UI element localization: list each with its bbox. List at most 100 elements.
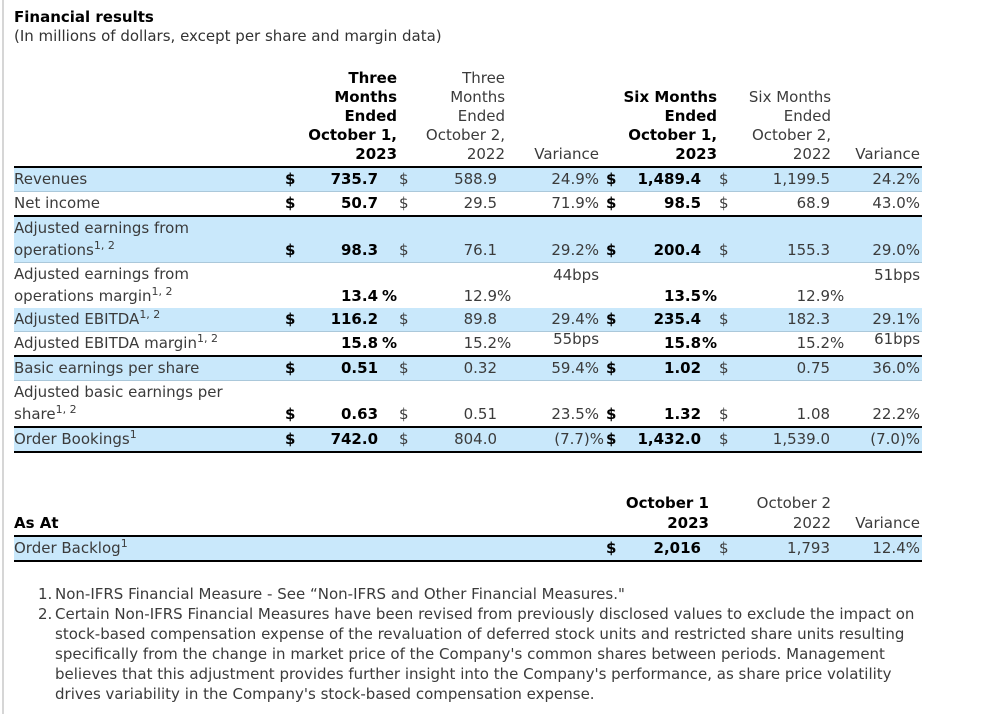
footnote-number: 2.: [38, 605, 53, 623]
row-label: Revenues: [14, 167, 283, 192]
empty-cell: [397, 331, 418, 357]
value-cell: 15.2%: [417, 331, 511, 357]
dollar-sign: $: [283, 216, 303, 263]
row-label: Adjusted EBITDA margin1, 2: [14, 331, 283, 357]
value-cell: 15.2%: [737, 331, 844, 357]
empty-cell: [397, 263, 417, 309]
empty-cell: [604, 331, 625, 357]
value-cell: 1,793: [737, 536, 838, 562]
table-header-row: Three Months Ended October 1, 2023 Three…: [14, 69, 923, 168]
variance-cell: 29.0%: [838, 216, 923, 263]
row-label: Adjusted EBITDA1, 2: [14, 308, 283, 332]
value-cell: 804.0: [417, 427, 506, 453]
variance-cell: 29.1%: [838, 308, 923, 332]
value-cell: 235.4: [624, 308, 718, 332]
col-header-six-months-2022: Six Months Ended October 2, 2022: [717, 69, 839, 168]
value-cell: 15.8%: [624, 331, 718, 357]
value-cell: 98.3: [303, 216, 398, 263]
col-header-variance: Variance: [838, 491, 922, 537]
value-cell: 50.7: [303, 191, 398, 217]
footnote-2: 2. Certain Non-IFRS Financial Measures h…: [14, 604, 984, 704]
as-at-table: As At October 1 2023 October 2 2022 Vari…: [14, 491, 922, 562]
row-label: Adjusted earnings from operations1, 2: [14, 216, 283, 263]
value-cell: 29.5: [417, 191, 506, 217]
dollar-sign: $: [604, 380, 625, 428]
value-cell: 1.32: [624, 380, 718, 428]
dollar-sign: $: [283, 380, 303, 428]
variance-cell: 71.9%: [505, 191, 605, 217]
value-cell: 742.0: [303, 427, 398, 453]
row-label: Adjusted basic earnings per share1, 2: [14, 380, 283, 428]
table-row-revenues: Revenues $ 735.7 $ 588.9 24.9% $ 1,489.4…: [14, 167, 923, 192]
dollar-sign: $: [397, 380, 418, 428]
variance-cell: 12.4%: [838, 536, 922, 562]
value-cell: 98.5: [624, 191, 718, 217]
header-spacer: [14, 69, 283, 168]
value-cell: 155.3: [737, 216, 839, 263]
variance-cell: 43.0%: [838, 191, 923, 217]
dollar-sign: $: [397, 308, 418, 332]
empty-cell: [283, 263, 303, 309]
dollar-sign: $: [604, 216, 625, 263]
dollar-sign: $: [717, 191, 738, 217]
value-cell: 1.08: [737, 380, 839, 428]
value-cell: 1.02: [624, 356, 718, 381]
row-label: Adjusted earnings from operations margin…: [14, 265, 189, 305]
table-row-adjusted-earnings-operations-margin: Adjusted earnings from operations margin…: [14, 263, 922, 309]
value-cell: 89.8: [417, 308, 506, 332]
dollar-sign: $: [397, 356, 418, 381]
table-row-adjusted-basic-eps: Adjusted basic earnings per share1, 2 $ …: [14, 380, 923, 428]
value-cell: 0.75: [737, 356, 839, 381]
empty-cell: [717, 263, 737, 309]
col-header-as-at: As At: [14, 491, 604, 537]
footnotes: 1. Non-IFRS Financial Measure - See “Non…: [14, 584, 984, 704]
value-cell: 68.9: [737, 191, 839, 217]
dollar-sign: $: [604, 308, 625, 332]
table-row-order-bookings: Order Bookings1 $ 742.0 $ 804.0 (7.7)% $…: [14, 427, 923, 453]
dollar-sign: $: [397, 167, 418, 192]
footnote-text: Non-IFRS Financial Measure - See “Non-IF…: [55, 585, 625, 603]
dollar-sign: $: [397, 216, 418, 263]
dollar-sign: $: [604, 167, 625, 192]
value-cell: 12.9%: [796, 287, 845, 305]
row-label: Basic earnings per share: [14, 356, 283, 381]
col-header-three-months-2023: Three Months Ended October 1, 2023: [283, 69, 398, 168]
dollar-sign: $: [717, 167, 738, 192]
value-cell: 13.4%: [341, 287, 398, 305]
empty-cell: [283, 331, 303, 357]
value-cell: 0.63: [303, 380, 398, 428]
variance-cell: 22.2%: [838, 380, 923, 428]
col-header-three-months-2022: Three Months Ended October 2, 2022: [397, 69, 506, 168]
dollar-sign: $: [604, 427, 625, 453]
table-row-adjusted-ebitda-margin: Adjusted EBITDA margin1, 2 15.8% 15.2% 5…: [14, 330, 923, 357]
dollar-sign: $: [283, 191, 303, 217]
table-row-net-income: Net income $ 50.7 $ 29.5 71.9% $ 98.5 $ …: [14, 191, 923, 217]
dollar-sign: $: [283, 427, 303, 453]
row-label: Order Backlog1: [14, 536, 604, 562]
financial-results-table: Three Months Ended October 1, 2023 Three…: [14, 69, 923, 453]
value-cell: 15.8%: [303, 331, 398, 357]
value-cell: 200.4: [624, 216, 718, 263]
value-cell: 1,539.0: [737, 427, 839, 453]
empty-cell: [604, 263, 624, 309]
value-cell: 182.3: [737, 308, 839, 332]
value-cell: 0.32: [417, 356, 506, 381]
value-cell: 0.51: [303, 356, 398, 381]
dollar-sign: $: [717, 427, 738, 453]
variance-cell: (7.7)%: [505, 427, 605, 453]
table-row-adjusted-earnings-operations: Adjusted earnings from operations1, 2 $ …: [14, 216, 923, 263]
value-cell: 0.51: [417, 380, 506, 428]
value-cell: 1,489.4: [624, 167, 718, 192]
page-title: Financial results: [14, 8, 154, 26]
table-row-adjusted-ebitda: Adjusted EBITDA1, 2 $ 116.2 $ 89.8 29.4%…: [14, 308, 923, 332]
dollar-sign: $: [717, 380, 738, 428]
variance-cell: 24.9%: [505, 167, 605, 192]
variance-cell: 23.5%: [505, 380, 605, 428]
variance-cell: 59.4%: [505, 356, 605, 381]
value-cell: 1,432.0: [624, 427, 718, 453]
value-cell: 12.9%: [463, 287, 512, 305]
dollar-sign: $: [283, 308, 303, 332]
value-cell: 76.1: [417, 216, 506, 263]
dollar-sign: $: [283, 167, 303, 192]
